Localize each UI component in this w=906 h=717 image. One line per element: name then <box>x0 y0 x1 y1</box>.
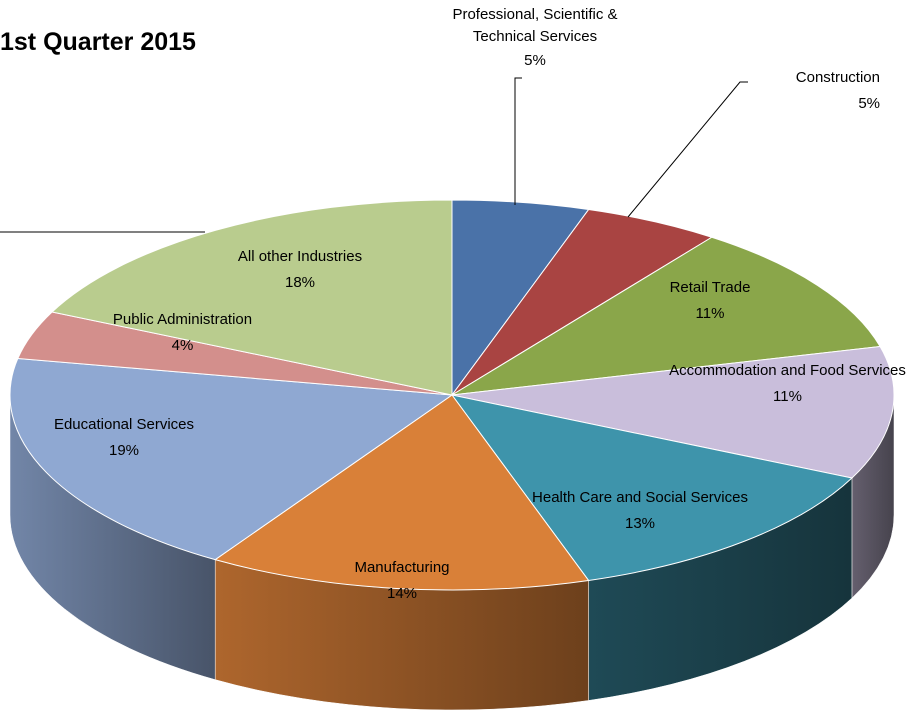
category-name: Professional, Scientific & Technical Ser… <box>452 6 618 45</box>
category-name: Manufacturing <box>354 559 450 576</box>
slice-label: Health Care and Social Services 13% <box>480 485 800 537</box>
chart-title: 1st Quarter 2015 <box>0 28 196 56</box>
pie-slice <box>214 394 590 591</box>
pie-slice <box>450 394 853 581</box>
category-name: Accommodation and Food Services <box>669 362 906 379</box>
slice-label: Public Administration 4% <box>80 307 285 359</box>
leader-line <box>627 81 748 218</box>
slice-label: All other Industries 18% <box>190 244 410 296</box>
value-label: 18% <box>284 274 316 291</box>
category-name: Construction <box>795 69 880 86</box>
slice-label: Manufacturing 14% <box>302 555 502 607</box>
slice-label: Accommodation and Food Services 11% <box>665 358 906 410</box>
pie-slice <box>451 236 881 396</box>
slice-label: Construction 5% <box>700 65 880 117</box>
pie-slice <box>51 199 453 396</box>
slice-label: Educational Services 19% <box>14 412 234 464</box>
value-label: 19% <box>108 442 140 459</box>
value-label: 14% <box>386 585 418 602</box>
value-label: 13% <box>624 515 656 532</box>
value-label: 5% <box>524 52 546 69</box>
category-name: Public Administration <box>112 311 253 328</box>
value-label: 11% <box>773 388 802 405</box>
category-name: Health Care and Social Services <box>532 489 748 506</box>
slice-label: Retail Trade 11% <box>630 275 790 327</box>
pie-slice <box>9 357 454 561</box>
pie-slice <box>451 345 895 479</box>
category-name: Retail Trade <box>669 279 751 296</box>
slice-label: Professional, Scientific & Technical Ser… <box>425 4 645 74</box>
value-label: 4% <box>171 337 194 354</box>
category-name: All other Industries <box>237 248 363 265</box>
value-label: 5% <box>858 95 880 112</box>
value-label: 11% <box>695 305 725 322</box>
leader-line <box>514 77 522 205</box>
category-name: Educational Services <box>53 416 195 433</box>
